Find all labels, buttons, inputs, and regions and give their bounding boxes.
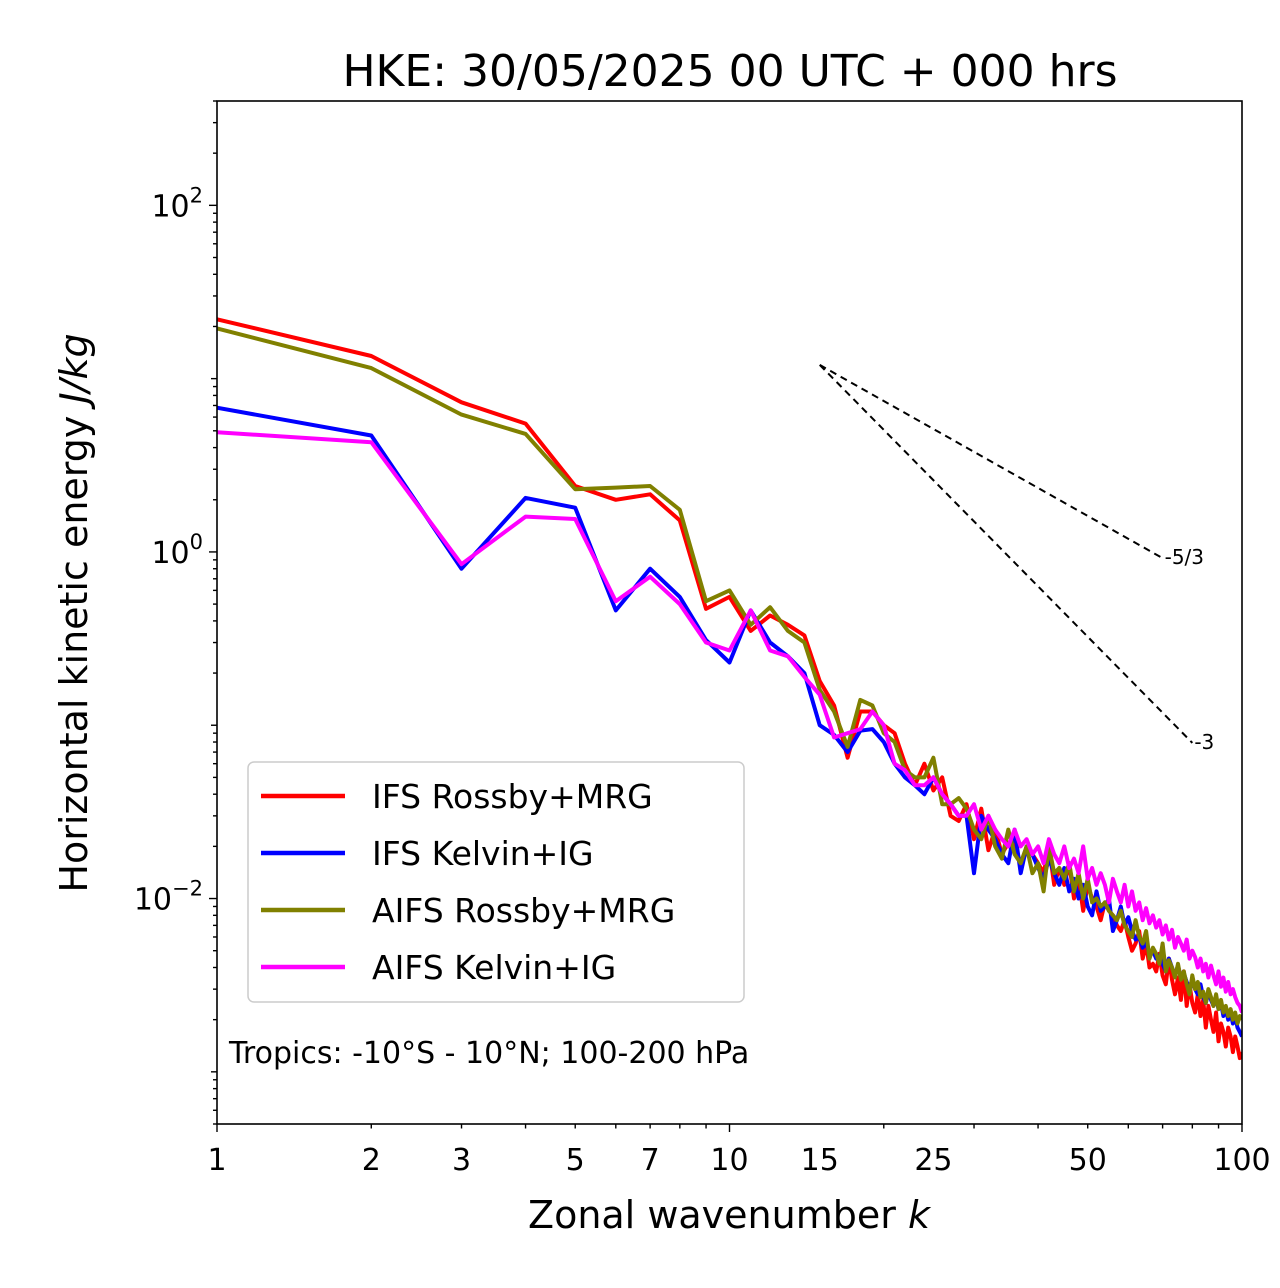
reference-line-label-1: -5/3 <box>1165 545 1204 569</box>
x-axis-label-var: k <box>908 1193 932 1237</box>
region-annotation: Tropics: -10°S - 10°N; 100-200 hPa <box>228 1036 749 1071</box>
x-tick-label: 1 <box>207 1143 226 1178</box>
x-axis-ticks: 1 2 3 5 7 10 15 25 50 100 <box>207 1124 1271 1178</box>
reference-line-2 <box>819 364 1194 744</box>
y-tick-label: 102 <box>151 183 203 224</box>
legend-label: AIFS Rossby+MRG <box>372 891 675 930</box>
x-tick-label: 100 <box>1213 1143 1270 1178</box>
y-axis-label-text: Horizontal kinetic energy <box>52 404 96 893</box>
reference-line-1 <box>819 364 1164 560</box>
x-tick-label: 7 <box>641 1143 660 1178</box>
x-tick-label: 50 <box>1069 1143 1107 1178</box>
series-line-aifs-rossby-mrg <box>217 326 1242 1026</box>
x-tick-label: 5 <box>566 1143 585 1178</box>
legend: IFS Rossby+MRG IFS Kelvin+IG AIFS Rossby+M… <box>247 761 745 1003</box>
y-axis-ticks: 10−2 100 102 <box>134 100 217 1125</box>
legend-items: IFS Rossby+MRG IFS Kelvin+IG AIFS Rossby+M… <box>261 777 675 987</box>
reference-line-label-2: -3 <box>1194 730 1214 754</box>
y-axis-label-unit: J/kg <box>52 333 96 410</box>
y-tick-label: 10−2 <box>134 877 203 918</box>
legend-label: IFS Kelvin+IG <box>372 834 594 873</box>
x-axis-label: Zonal wavenumber k <box>528 1193 932 1237</box>
legend-label: AIFS Kelvin+IG <box>372 948 616 987</box>
data-lines-group <box>217 317 1242 1061</box>
legend-box <box>247 761 745 1003</box>
x-tick-label: 3 <box>452 1143 471 1178</box>
x-tick-label: 2 <box>362 1143 381 1178</box>
x-tick-label: 15 <box>801 1143 839 1178</box>
x-tick-label: 25 <box>914 1143 952 1178</box>
chart-title: HKE: 30/05/2025 00 UTC + 000 hrs <box>342 46 1117 97</box>
x-tick-label: 10 <box>710 1143 748 1178</box>
legend-label: IFS Rossby+MRG <box>372 777 653 816</box>
reference-lines-group: -5/3 -3 <box>819 364 1214 754</box>
x-axis-label-text: Zonal wavenumber <box>528 1193 908 1237</box>
y-axis-label: Horizontal kinetic energy J/kg <box>52 333 96 892</box>
series-line-aifs-kelvin-ig <box>217 430 1242 1014</box>
y-tick-label: 100 <box>151 530 203 571</box>
